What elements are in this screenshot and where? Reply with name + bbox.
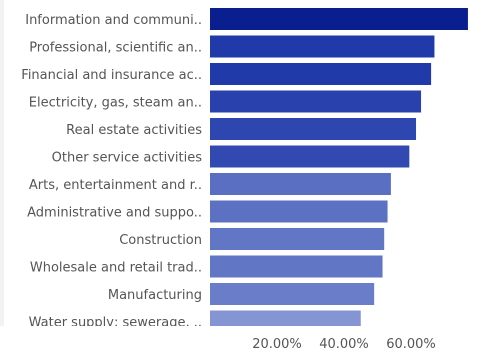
bar[interactable] — [210, 8, 468, 30]
category-label: Construction — [119, 233, 202, 248]
bar[interactable] — [210, 173, 391, 195]
category-label: Other service activities — [52, 151, 203, 166]
category-label: Information and communi.. — [25, 13, 202, 28]
category-label: Administrative and suppo.. — [27, 206, 202, 221]
category-label: Wholesale and retail trad.. — [30, 261, 202, 276]
category-label: Real estate activities — [66, 123, 202, 138]
x-tick-label: 40.00% — [319, 337, 369, 352]
x-tick-label: 60.00% — [386, 337, 436, 352]
x-axis-band — [0, 326, 492, 354]
bar[interactable] — [210, 63, 432, 85]
category-label: Arts, entertainment and r.. — [29, 178, 202, 193]
left-edge-shade — [0, 0, 4, 354]
category-label: Professional, scientific an.. — [29, 41, 202, 56]
category-label: Manufacturing — [108, 288, 202, 303]
bar[interactable] — [210, 145, 410, 168]
bar[interactable] — [210, 255, 383, 278]
x-tick-label: 20.00% — [252, 337, 302, 352]
bar[interactable] — [210, 228, 385, 250]
category-label: Electricity, gas, steam an.. — [29, 96, 202, 111]
bar[interactable] — [210, 118, 417, 140]
bar[interactable] — [210, 200, 388, 223]
bar[interactable] — [210, 35, 435, 58]
bar[interactable] — [210, 283, 375, 305]
category-label: Financial and insurance ac.. — [21, 68, 202, 83]
bar[interactable] — [210, 90, 422, 113]
